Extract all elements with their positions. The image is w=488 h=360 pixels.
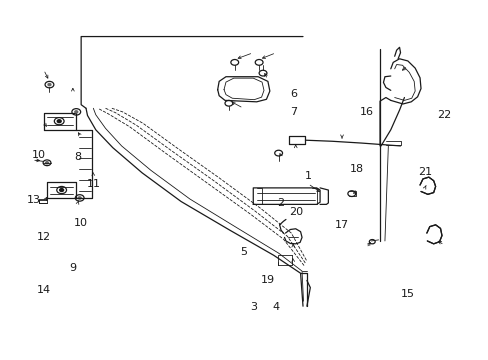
Text: 1: 1 — [304, 171, 311, 181]
Text: 15: 15 — [400, 289, 414, 299]
Text: 13: 13 — [27, 195, 41, 205]
Text: 11: 11 — [86, 179, 100, 189]
Circle shape — [48, 84, 51, 86]
Circle shape — [78, 197, 81, 199]
Polygon shape — [426, 225, 441, 244]
Text: 9: 9 — [69, 263, 76, 273]
Text: 5: 5 — [240, 247, 246, 257]
Text: 14: 14 — [37, 285, 51, 296]
Text: 8: 8 — [74, 152, 81, 162]
Text: 7: 7 — [289, 107, 296, 117]
Text: 21: 21 — [417, 167, 431, 177]
Circle shape — [57, 120, 61, 123]
Circle shape — [75, 111, 78, 113]
Text: 12: 12 — [37, 232, 51, 242]
Text: 10: 10 — [32, 150, 46, 160]
Text: 17: 17 — [334, 220, 348, 230]
Circle shape — [45, 162, 48, 164]
Text: 3: 3 — [249, 302, 256, 312]
Text: 4: 4 — [272, 302, 279, 312]
Text: 16: 16 — [359, 107, 373, 117]
Text: 2: 2 — [277, 198, 284, 208]
Text: 10: 10 — [74, 218, 88, 228]
Text: 22: 22 — [436, 110, 450, 120]
Text: 18: 18 — [349, 163, 363, 174]
Text: 20: 20 — [288, 207, 302, 217]
Circle shape — [60, 189, 63, 192]
Text: 19: 19 — [260, 275, 274, 285]
Polygon shape — [419, 177, 435, 194]
Text: 6: 6 — [289, 89, 296, 99]
